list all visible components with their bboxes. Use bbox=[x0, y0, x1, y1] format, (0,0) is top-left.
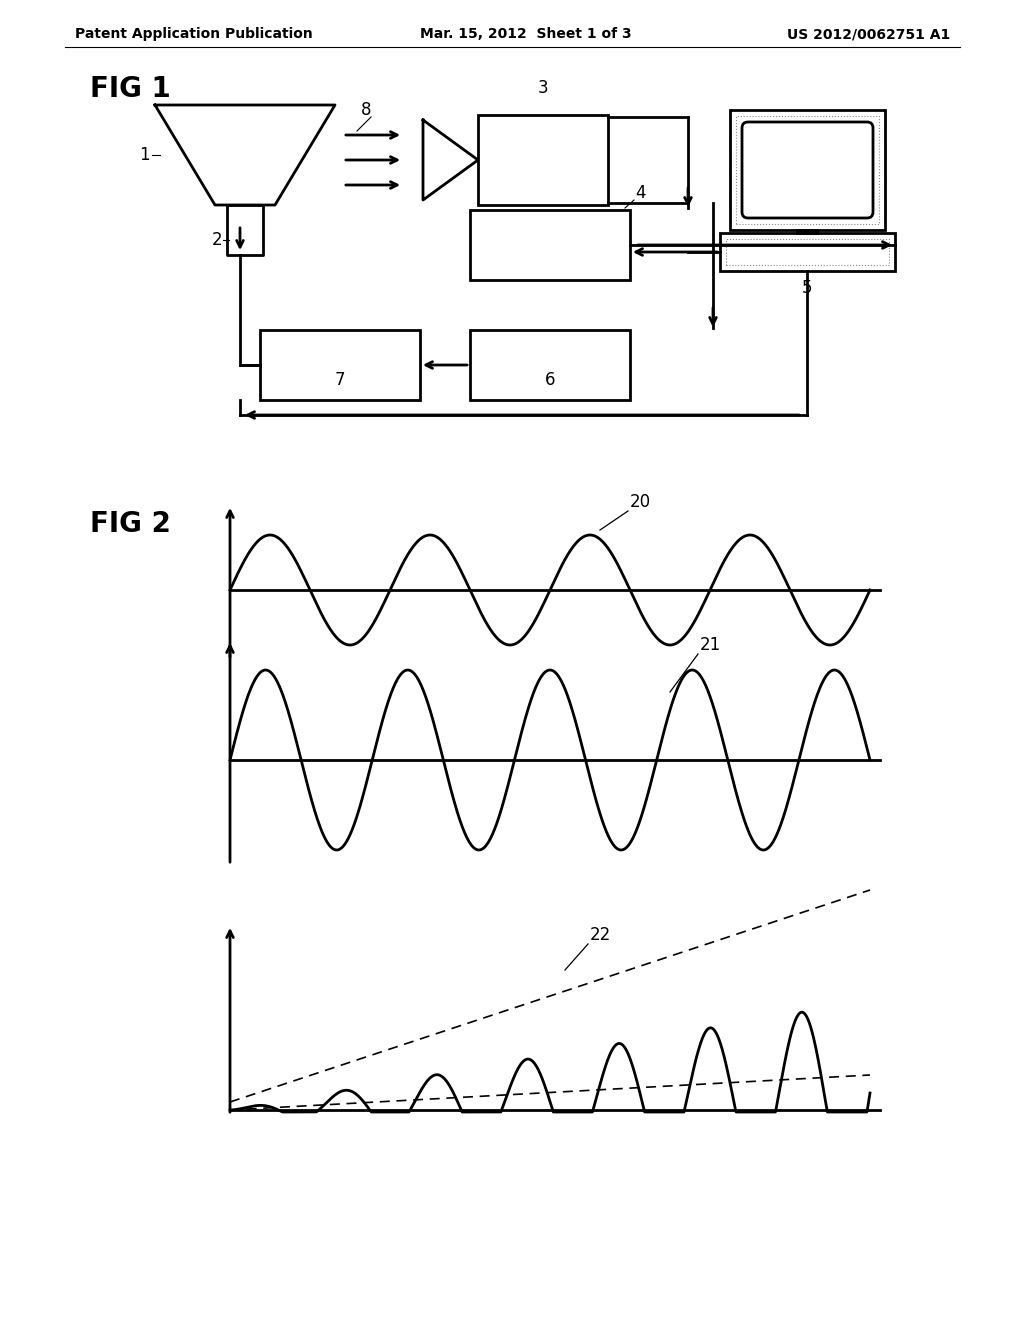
Bar bbox=[736, 116, 879, 224]
Text: 6: 6 bbox=[545, 371, 555, 389]
Text: 2: 2 bbox=[211, 231, 222, 249]
Text: 5: 5 bbox=[802, 279, 812, 297]
Text: FIG 2: FIG 2 bbox=[90, 510, 171, 539]
Bar bbox=[260, 330, 420, 400]
Text: 4: 4 bbox=[635, 183, 645, 202]
Text: 1: 1 bbox=[139, 147, 150, 164]
Bar bbox=[730, 110, 885, 230]
Text: 7: 7 bbox=[335, 371, 345, 389]
Text: 3: 3 bbox=[538, 79, 548, 96]
Text: 20: 20 bbox=[630, 492, 651, 511]
Text: 22: 22 bbox=[590, 927, 611, 944]
Bar bbox=[478, 115, 608, 205]
Bar bbox=[726, 239, 889, 265]
Text: US 2012/0062751 A1: US 2012/0062751 A1 bbox=[786, 26, 950, 41]
Text: 8: 8 bbox=[361, 102, 372, 119]
Bar bbox=[470, 330, 630, 400]
Bar bbox=[470, 210, 630, 280]
Text: Patent Application Publication: Patent Application Publication bbox=[75, 26, 312, 41]
Text: Mar. 15, 2012  Sheet 1 of 3: Mar. 15, 2012 Sheet 1 of 3 bbox=[420, 26, 632, 41]
Text: 21: 21 bbox=[700, 636, 721, 653]
Bar bbox=[720, 234, 895, 271]
Text: FIG 1: FIG 1 bbox=[90, 75, 171, 103]
